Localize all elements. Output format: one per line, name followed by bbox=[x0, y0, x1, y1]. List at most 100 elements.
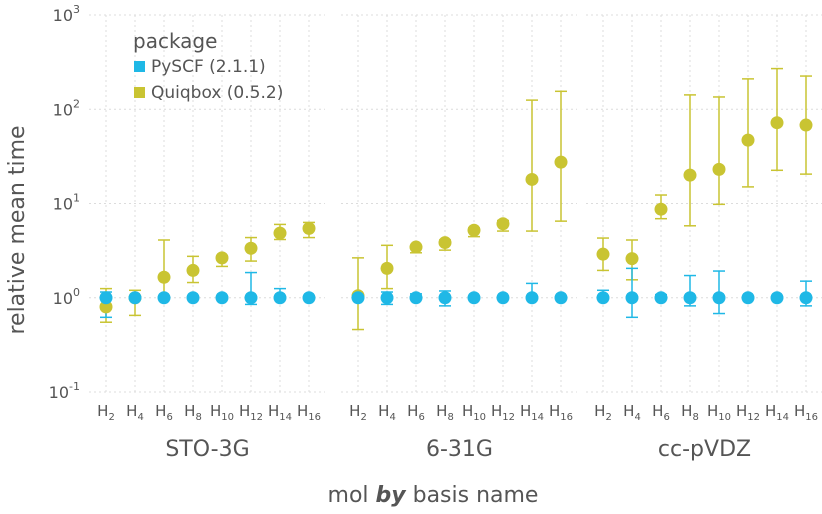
point-quiqbox bbox=[186, 263, 200, 277]
x-tick-subscript: 14 bbox=[776, 412, 789, 423]
point-pyscf bbox=[244, 291, 258, 305]
point-quiqbox bbox=[380, 261, 394, 275]
legend: package PySCF (2.1.1) Quiqbox (0.5.2) bbox=[133, 29, 283, 103]
point-quiqbox bbox=[712, 162, 726, 176]
point-quiqbox bbox=[654, 202, 668, 216]
point-pyscf bbox=[496, 291, 510, 305]
x-tick-label: H2 bbox=[97, 402, 115, 423]
y-tick-exponent: 0 bbox=[73, 286, 80, 299]
point-pyscf bbox=[654, 291, 668, 305]
x-tick-subscript: 4 bbox=[634, 412, 640, 423]
x-tick-label: H16 bbox=[794, 402, 818, 423]
x-tick-base: H bbox=[681, 402, 692, 420]
point-pyscf bbox=[215, 291, 229, 305]
x-tick-base: H bbox=[126, 402, 137, 420]
x-tick-label: H10 bbox=[707, 402, 731, 423]
x-tick-label: H2 bbox=[349, 402, 367, 423]
x-tick-base: H bbox=[736, 402, 747, 420]
x-tick-label: H14 bbox=[765, 402, 789, 423]
x-tick-base: H bbox=[239, 402, 250, 420]
point-pyscf bbox=[380, 291, 394, 305]
x-tick-label: H12 bbox=[491, 402, 515, 423]
x-axis-ticks: H2 H4 H6 H8 H10 H12 H14 H16 H2 H4 H6 H8 H10 H12 H14 H16… bbox=[97, 402, 818, 423]
x-tick-subscript: 8 bbox=[195, 412, 201, 423]
x-tick-label: H10 bbox=[462, 402, 486, 423]
x-tick-label: H6 bbox=[407, 402, 425, 423]
panel-label: cc-pVDZ bbox=[658, 437, 751, 462]
point-pyscf bbox=[99, 291, 113, 305]
point-quiqbox bbox=[683, 168, 697, 182]
x-tick-base: H bbox=[297, 402, 308, 420]
y-tick-exponent: 3 bbox=[73, 3, 80, 16]
x-tick-base: H bbox=[349, 402, 360, 420]
x-tick-subscript: 6 bbox=[166, 412, 172, 423]
x-tick-subscript: 8 bbox=[447, 412, 453, 423]
x-tick-subscript: 6 bbox=[663, 412, 669, 423]
x-tick-label: H4 bbox=[378, 402, 396, 423]
y-tick-base: 10 bbox=[53, 289, 73, 308]
panel-labels: STO-3G 6-31G cc-pVDZ bbox=[165, 437, 751, 462]
x-tick-base: H bbox=[794, 402, 805, 420]
legend-swatch-pyscf bbox=[134, 61, 145, 72]
point-quiqbox bbox=[554, 155, 568, 169]
point-quiqbox bbox=[99, 300, 113, 314]
y-tick-exponent: -1 bbox=[69, 380, 80, 393]
point-quiqbox bbox=[496, 217, 510, 231]
error-bar bbox=[684, 94, 696, 227]
point-quiqbox bbox=[770, 116, 784, 130]
y-tick-label: 103 bbox=[53, 3, 80, 25]
x-tick-base: H bbox=[623, 402, 634, 420]
y-tick-exponent: 2 bbox=[73, 97, 80, 110]
point-quiqbox bbox=[244, 241, 258, 255]
point-quiqbox bbox=[467, 223, 481, 237]
point-pyscf bbox=[273, 291, 287, 305]
x-tick-subscript: 12 bbox=[502, 412, 515, 423]
x-tick-subscript: 2 bbox=[605, 412, 611, 423]
x-tick-base: H bbox=[155, 402, 166, 420]
legend-title: package bbox=[133, 29, 217, 53]
point-quiqbox bbox=[625, 252, 639, 266]
x-tick-label: H8 bbox=[436, 402, 454, 423]
x-tick-base: H bbox=[652, 402, 663, 420]
error-bar bbox=[742, 78, 754, 188]
x-tick-label: H12 bbox=[239, 402, 263, 423]
x-tick-base: H bbox=[594, 402, 605, 420]
point-pyscf bbox=[302, 291, 316, 305]
x-tick-base: H bbox=[97, 402, 108, 420]
x-tick-base: H bbox=[549, 402, 560, 420]
point-pyscf bbox=[525, 291, 539, 305]
x-tick-subscript: 4 bbox=[389, 412, 395, 423]
x-tick-label: H12 bbox=[736, 402, 760, 423]
legend-label-quiqbox: Quiqbox (0.5.2) bbox=[151, 83, 283, 103]
legend-label-pyscf: PySCF (2.1.1) bbox=[151, 57, 266, 77]
point-pyscf bbox=[799, 291, 813, 305]
x-tick-base: H bbox=[268, 402, 279, 420]
point-pyscf bbox=[128, 291, 142, 305]
point-pyscf bbox=[596, 291, 610, 305]
x-axis-title-by: by bbox=[376, 483, 408, 508]
x-tick-subscript: 14 bbox=[531, 412, 544, 423]
data-points bbox=[99, 116, 813, 314]
point-pyscf bbox=[712, 291, 726, 305]
error-bar bbox=[713, 96, 725, 206]
error-bar bbox=[526, 99, 538, 232]
x-tick-base: H bbox=[491, 402, 502, 420]
panel-label: STO-3G bbox=[165, 437, 249, 462]
x-tick-label: H4 bbox=[623, 402, 641, 423]
point-pyscf bbox=[741, 291, 755, 305]
x-tick-base: H bbox=[462, 402, 473, 420]
point-quiqbox bbox=[741, 133, 755, 147]
y-tick-label: 100 bbox=[53, 286, 80, 308]
x-tick-base: H bbox=[407, 402, 418, 420]
point-quiqbox bbox=[157, 270, 171, 284]
x-tick-subscript: 2 bbox=[360, 412, 366, 423]
point-quiqbox bbox=[273, 226, 287, 240]
y-axis-title: relative mean time bbox=[5, 125, 30, 334]
x-tick-subscript: 2 bbox=[108, 412, 114, 423]
point-pyscf bbox=[351, 291, 365, 305]
point-pyscf bbox=[438, 291, 452, 305]
point-pyscf bbox=[770, 291, 784, 305]
x-tick-base: H bbox=[765, 402, 776, 420]
point-pyscf bbox=[467, 291, 481, 305]
point-quiqbox bbox=[596, 247, 610, 261]
